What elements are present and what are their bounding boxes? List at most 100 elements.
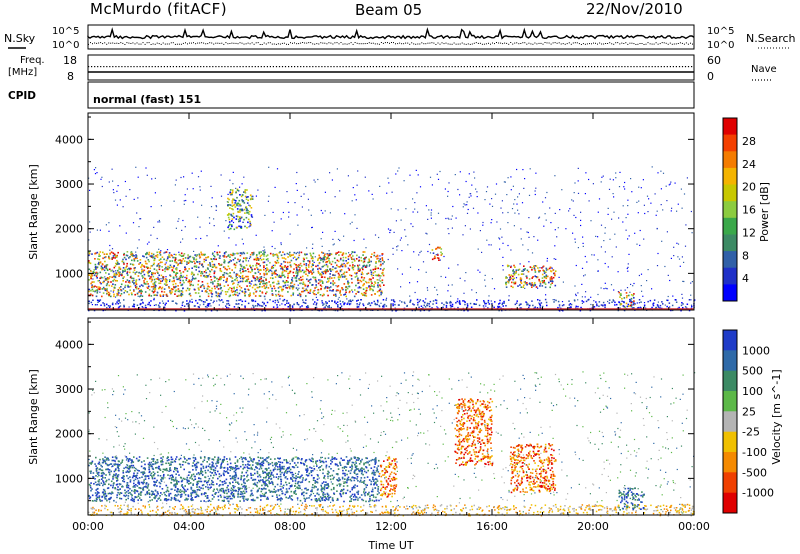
echo-point	[381, 273, 384, 275]
echo-point	[307, 291, 310, 294]
echo-point	[385, 299, 387, 301]
nsearch-point	[294, 42, 295, 44]
echo-point	[295, 488, 297, 490]
echo-point	[337, 272, 340, 275]
echo-point	[353, 295, 356, 298]
echo-point	[173, 286, 175, 288]
nave-point	[615, 66, 617, 68]
echo-point	[223, 274, 225, 276]
echo-point	[327, 294, 329, 297]
echo-point	[502, 269, 504, 271]
echo-point	[163, 291, 166, 293]
echo-point	[176, 272, 179, 274]
echo-point	[235, 294, 237, 296]
nsearch-point	[558, 42, 560, 44]
echo-point	[244, 288, 247, 291]
echo-point	[553, 272, 556, 274]
echo-point	[386, 192, 388, 194]
echo-point	[624, 485, 626, 487]
echo-point	[359, 302, 361, 304]
echo-point	[595, 235, 597, 237]
echo-point	[620, 289, 622, 291]
nave-label: Nave	[751, 64, 777, 75]
echo-point	[536, 307, 539, 309]
echo-point	[141, 269, 143, 272]
echo-point	[647, 300, 649, 303]
nsearch-point	[251, 42, 253, 44]
echo-point	[291, 281, 293, 284]
echo-point	[145, 256, 148, 259]
echo-point	[357, 291, 360, 293]
echo-point	[242, 260, 244, 263]
echo-point	[161, 290, 163, 293]
echo-point	[207, 295, 210, 298]
echo-point	[183, 203, 185, 205]
echo-point	[232, 183, 234, 185]
echo-point	[133, 259, 136, 262]
echo-point	[490, 389, 492, 391]
echo-point	[274, 264, 276, 267]
echo-point	[108, 273, 110, 275]
echo-point	[269, 269, 271, 272]
echo-point	[680, 304, 683, 307]
echo-point	[360, 280, 363, 283]
echo-point	[215, 408, 218, 410]
echo-point	[132, 222, 135, 224]
echo-point	[533, 267, 536, 270]
echo-point	[515, 277, 518, 279]
nsearch-point	[387, 42, 388, 44]
echo-point	[178, 218, 180, 220]
nave-point	[254, 66, 256, 68]
echo-point	[254, 295, 257, 297]
echo-point	[613, 211, 615, 213]
echo-point	[301, 278, 304, 281]
echo-point	[499, 299, 501, 302]
echo-point	[185, 289, 188, 292]
echo-point	[386, 401, 388, 403]
nsearch-point	[94, 42, 96, 44]
echo-point	[345, 252, 347, 255]
echo-point	[665, 185, 667, 187]
echo-point	[336, 264, 338, 267]
echo-point	[380, 434, 382, 436]
echo-point	[631, 307, 634, 309]
echo-point	[151, 273, 153, 276]
echo-point	[514, 212, 516, 214]
echo-point	[680, 508, 682, 510]
echo-point	[277, 293, 280, 296]
echo-point	[534, 271, 537, 273]
echo-point	[466, 306, 469, 308]
echo-point	[162, 295, 164, 297]
echo-point	[379, 277, 381, 279]
nsearch-point	[427, 42, 429, 44]
echo-point	[277, 280, 279, 283]
echo-point	[142, 437, 145, 439]
echo-point	[528, 304, 531, 307]
echo-point	[629, 291, 631, 293]
echo-point	[215, 206, 218, 208]
echo-point	[458, 502, 460, 504]
echo-point	[428, 243, 431, 246]
echo-point	[382, 262, 384, 265]
nave-point	[436, 66, 438, 68]
echo-point	[282, 434, 284, 436]
echo-point	[328, 306, 330, 309]
echo-point	[352, 268, 355, 271]
echo-point	[520, 303, 522, 305]
echo-point	[470, 193, 472, 195]
echo-point	[505, 281, 508, 284]
echo-point	[498, 305, 501, 308]
echo-point	[287, 256, 289, 258]
echo-point	[605, 287, 607, 289]
echo-point	[652, 304, 655, 307]
echo-point	[362, 304, 365, 307]
echo-point	[299, 267, 301, 269]
echo-point	[178, 253, 181, 256]
echo-point	[238, 292, 241, 295]
echo-point	[638, 200, 640, 202]
echo-point	[246, 212, 248, 214]
echo-point	[91, 286, 93, 288]
nsearch-point	[205, 43, 207, 45]
echo-point	[245, 257, 247, 259]
echo-point	[554, 212, 556, 214]
